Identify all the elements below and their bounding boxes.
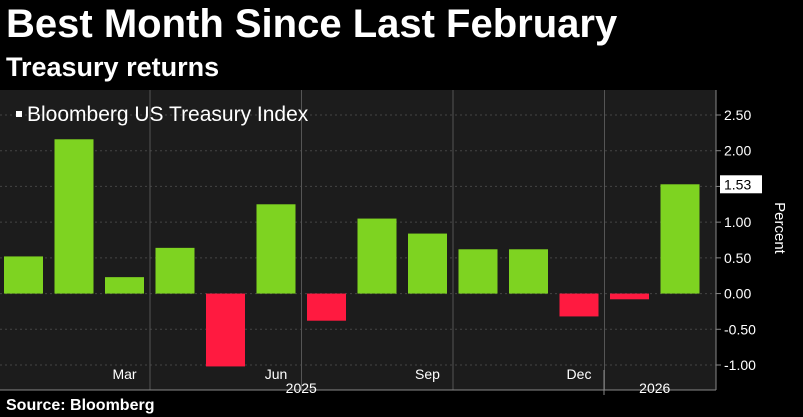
last-value-box [720,175,762,194]
x-tick-label: Dec [567,366,592,382]
y-tick-label: 2.50 [724,107,751,123]
bar [458,249,498,294]
gridlines [0,90,716,390]
bar [256,204,296,294]
bar [509,249,548,294]
y-axis: 2.502.001.501.000.500.00-0.50-1.001.53 [715,90,762,390]
bar [206,293,245,367]
source-note: Source: Bloomberg [6,397,155,414]
bar [660,184,700,294]
bar [610,293,649,300]
bar [357,218,397,294]
bar-chart: 2.502.001.501.000.500.00-0.50-1.001.53 M… [0,90,788,395]
x-axis: Mar Jun Sep Dec 2025 2026 [0,366,716,395]
y-tick-label: -1.00 [724,357,756,373]
legend-label: Bloomberg US Treasury Index [27,103,309,126]
last-value-label: 1.53 [724,176,751,192]
legend: Bloomberg US Treasury Index [16,103,309,126]
bar [408,233,447,294]
y-tick-label: 0.00 [724,286,751,302]
x-year-label: 2025 [286,380,317,395]
chart-subtitle: Treasury returns [6,52,220,82]
y-tick-label: 2.00 [724,143,751,159]
bar [155,247,195,294]
bar [105,277,144,294]
x-tick-label: Mar [112,366,136,382]
y-tick-label: -0.50 [724,321,756,337]
y-tick-label: 1.00 [724,214,751,230]
bar [559,293,599,317]
x-year-label: 2026 [639,380,670,395]
x-tick-label: Jun [265,366,288,382]
y-axis-label: Percent [771,202,788,255]
y-tick-label: 0.50 [724,250,751,266]
bar [307,293,346,321]
bar [4,256,43,294]
bars [4,139,700,367]
legend-swatch [16,111,22,117]
chart-title: Best Month Since Last February [6,2,618,46]
x-tick-label: Sep [415,366,440,382]
bar [54,139,94,294]
